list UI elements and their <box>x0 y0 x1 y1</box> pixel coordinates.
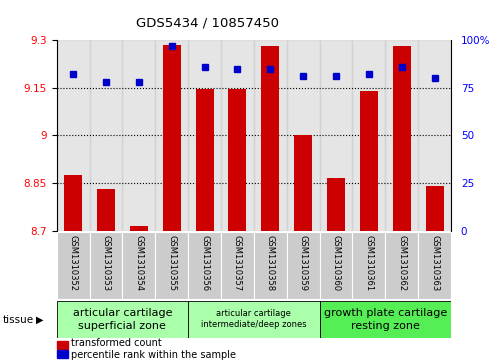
Bar <box>64 175 82 231</box>
Bar <box>418 232 451 299</box>
Text: GSM1310353: GSM1310353 <box>102 235 110 291</box>
Bar <box>360 91 378 231</box>
Text: GSM1310357: GSM1310357 <box>233 235 242 291</box>
Text: ▶: ▶ <box>35 315 43 325</box>
Bar <box>221 232 254 299</box>
Text: GSM1310362: GSM1310362 <box>397 235 406 291</box>
Bar <box>386 232 418 299</box>
Bar <box>352 232 386 299</box>
Text: GSM1310358: GSM1310358 <box>266 235 275 291</box>
Bar <box>327 178 345 231</box>
Bar <box>294 135 312 231</box>
Bar <box>319 301 451 338</box>
Bar <box>130 226 148 231</box>
Text: GSM1310352: GSM1310352 <box>69 235 77 291</box>
Bar <box>57 232 90 299</box>
Text: articular cartilage
superficial zone: articular cartilage superficial zone <box>72 308 172 331</box>
Text: GDS5434 / 10857450: GDS5434 / 10857450 <box>136 16 279 29</box>
Text: GSM1310355: GSM1310355 <box>167 235 176 291</box>
Bar <box>155 40 188 231</box>
Bar <box>57 40 90 231</box>
Text: GSM1310356: GSM1310356 <box>200 235 209 291</box>
Text: tissue: tissue <box>2 315 34 325</box>
Bar <box>163 45 181 231</box>
Bar <box>122 232 155 299</box>
Bar <box>196 89 213 231</box>
Text: transformed count: transformed count <box>71 338 162 348</box>
Text: GSM1310363: GSM1310363 <box>430 235 439 291</box>
Bar <box>287 40 319 231</box>
Bar <box>254 40 287 231</box>
Bar <box>228 89 246 231</box>
Bar <box>90 40 122 231</box>
Bar <box>155 232 188 299</box>
Bar <box>425 186 444 231</box>
Bar <box>287 232 319 299</box>
Text: articular cartilage
intermediate/deep zones: articular cartilage intermediate/deep zo… <box>201 309 307 330</box>
Bar <box>261 46 280 231</box>
Bar <box>188 40 221 231</box>
Bar <box>188 301 319 338</box>
Bar <box>386 40 418 231</box>
Bar <box>90 232 122 299</box>
Text: GSM1310354: GSM1310354 <box>135 235 143 291</box>
Bar <box>188 232 221 299</box>
Bar <box>254 232 287 299</box>
Bar <box>418 40 451 231</box>
Bar <box>122 40 155 231</box>
Bar <box>393 46 411 231</box>
Bar <box>319 232 352 299</box>
Bar <box>221 40 254 231</box>
Bar <box>352 40 386 231</box>
Bar <box>97 189 115 231</box>
Text: GSM1310361: GSM1310361 <box>364 235 373 291</box>
Bar <box>57 301 188 338</box>
Text: growth plate cartilage
resting zone: growth plate cartilage resting zone <box>324 308 447 331</box>
Text: GSM1310359: GSM1310359 <box>299 235 308 291</box>
Text: GSM1310360: GSM1310360 <box>332 235 341 291</box>
Text: percentile rank within the sample: percentile rank within the sample <box>71 350 237 360</box>
Bar <box>319 40 352 231</box>
